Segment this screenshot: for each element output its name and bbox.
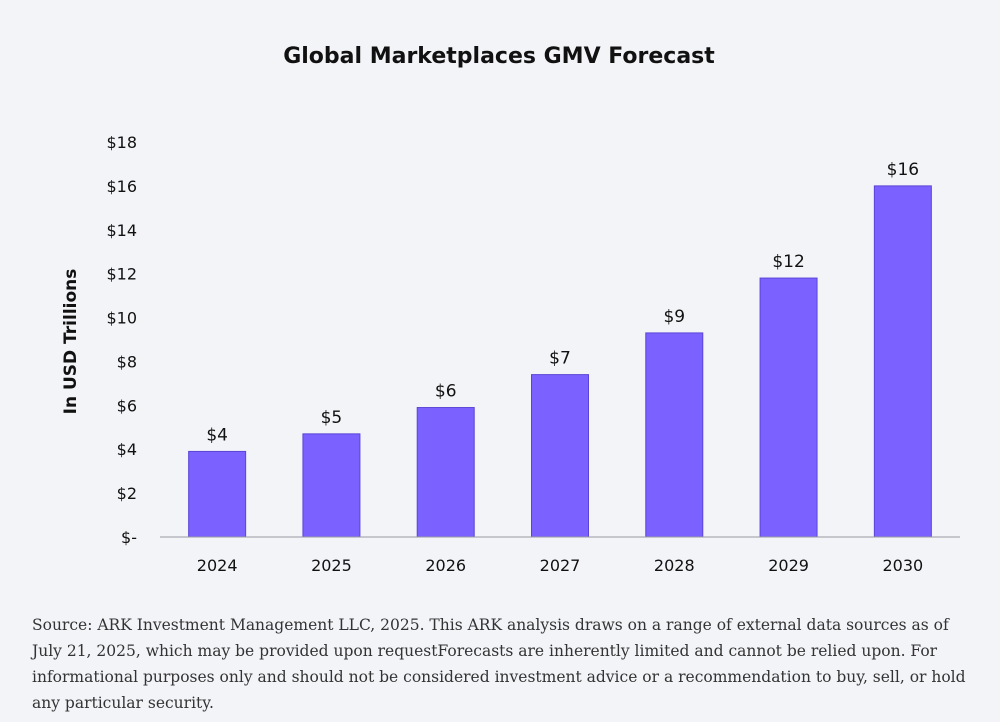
bar-2028 — [645, 332, 704, 538]
bar-2024 — [188, 450, 247, 538]
y-tick-label: $18 — [106, 133, 137, 152]
x-tick-label: 2025 — [311, 556, 352, 575]
y-tick-label: $4 — [117, 440, 137, 459]
source-note: Source: ARK Investment Management LLC, 2… — [32, 616, 966, 712]
bar-value-label: $5 — [321, 408, 343, 428]
y-tick-label: $10 — [106, 309, 137, 328]
y-tick-label: $16 — [106, 177, 137, 196]
x-tick-label: 2027 — [540, 556, 581, 575]
bar-2030 — [873, 185, 932, 538]
y-tick-label: $6 — [117, 396, 137, 415]
bar-2029 — [759, 277, 818, 538]
y-tick-label: $2 — [117, 484, 137, 503]
bar-value-label: $16 — [887, 160, 919, 180]
bar-value-label: $12 — [772, 252, 804, 272]
x-tick-label: 2028 — [654, 556, 695, 575]
y-tick-label: $14 — [106, 221, 137, 240]
bar-2027 — [531, 374, 589, 538]
bar-2026 — [416, 407, 475, 538]
bar-value-label: $4 — [206, 425, 228, 445]
y-tick-label: $- — [121, 528, 137, 547]
bar-2025 — [302, 433, 361, 538]
y-tick-label: $8 — [117, 352, 137, 371]
x-tick-label: 2030 — [882, 556, 923, 575]
bar-chart: In USD Trillions $- $2 $4 $6 $8 $10 $12 $14 $16 $1… — [61, 133, 960, 575]
bar-value-label: $6 — [435, 382, 457, 402]
bar-value-label: $9 — [663, 307, 685, 327]
x-tick-label: 2026 — [425, 556, 466, 575]
bar-value-label: $7 — [549, 349, 571, 369]
y-axis-title: In USD Trillions — [61, 269, 81, 415]
y-tick-label: $12 — [106, 265, 137, 284]
chart-title: Global Marketplaces GMV Forecast — [283, 44, 715, 69]
x-tick-label: 2024 — [197, 556, 238, 575]
chart-card: Global Marketplaces GMV Forecast — [20, 18, 978, 604]
x-tick-label: 2029 — [768, 556, 809, 575]
